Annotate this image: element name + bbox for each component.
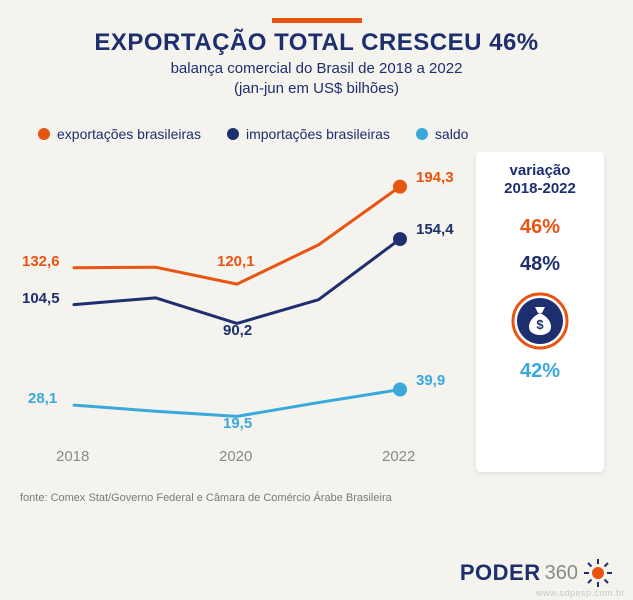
legend-item-export: exportações brasileiras xyxy=(38,126,201,142)
chart-datalabel: 90,2 xyxy=(223,322,252,339)
header-accent-bar xyxy=(272,18,362,23)
page-title: EXPORTAÇÃO TOTAL CRESCEU 46% xyxy=(20,29,613,57)
legend-label-import: importações brasileiras xyxy=(246,126,390,142)
x-axis-label: 2022 xyxy=(382,448,415,465)
legend-label-balance: saldo xyxy=(435,126,468,142)
brand-sun-icon xyxy=(583,558,613,588)
legend-dot-import xyxy=(227,128,239,140)
source-text: fonte: Comex Stat/Governo Federal e Câma… xyxy=(20,492,613,504)
sidebox-title: variação 2018-2022 xyxy=(504,162,576,198)
legend-item-balance: saldo xyxy=(416,126,468,142)
svg-text:$: $ xyxy=(536,317,544,332)
brand-name: PODER xyxy=(460,560,541,586)
variation-sidebox: variação 2018-2022 46% 48% $ 42% xyxy=(476,152,604,472)
brand-footer: PODER 360 xyxy=(460,558,613,588)
chart-datalabel: 104,5 xyxy=(22,290,60,307)
chart-area: 132,6 120,1 194,3 104,5 90,2 154,4 28,1 19,5 39,… xyxy=(20,152,460,472)
sidebox-title-line-2: 2018-2022 xyxy=(504,180,576,197)
money-bag-icon: $ xyxy=(511,292,569,350)
chart-datalabel: 19,5 xyxy=(223,415,252,432)
legend: exportações brasileiras importações bras… xyxy=(38,126,613,142)
x-axis-label: 2018 xyxy=(56,448,89,465)
chart-datalabel: 28,1 xyxy=(28,390,57,407)
legend-dot-balance xyxy=(416,128,428,140)
legend-dot-export xyxy=(38,128,50,140)
subtitle: balança comercial do Brasil de 2018 a 20… xyxy=(20,59,613,98)
variation-balance: 42% xyxy=(520,360,560,383)
legend-item-import: importações brasileiras xyxy=(227,126,390,142)
subtitle-line-1: balança comercial do Brasil de 2018 a 20… xyxy=(171,60,463,77)
chart-datalabel: 194,3 xyxy=(416,169,454,186)
subtitle-line-2: (jan-jun em US$ bilhões) xyxy=(234,80,399,97)
chart-datalabel: 120,1 xyxy=(217,253,255,270)
chart-datalabel: 132,6 xyxy=(22,253,60,270)
sidebox-title-line-1: variação xyxy=(510,162,571,179)
variation-export: 46% xyxy=(520,216,560,239)
brand-suffix: 360 xyxy=(545,562,578,585)
chart-datalabel: 39,9 xyxy=(416,372,445,389)
watermark: www.sdpesp.com.br xyxy=(536,588,625,598)
chart-datalabel: 154,4 xyxy=(416,221,454,238)
x-axis-label: 2020 xyxy=(219,448,252,465)
legend-label-export: exportações brasileiras xyxy=(57,126,201,142)
variation-import: 48% xyxy=(520,253,560,276)
main-content-row: 132,6 120,1 194,3 104,5 90,2 154,4 28,1 19,5 39,… xyxy=(20,152,613,472)
